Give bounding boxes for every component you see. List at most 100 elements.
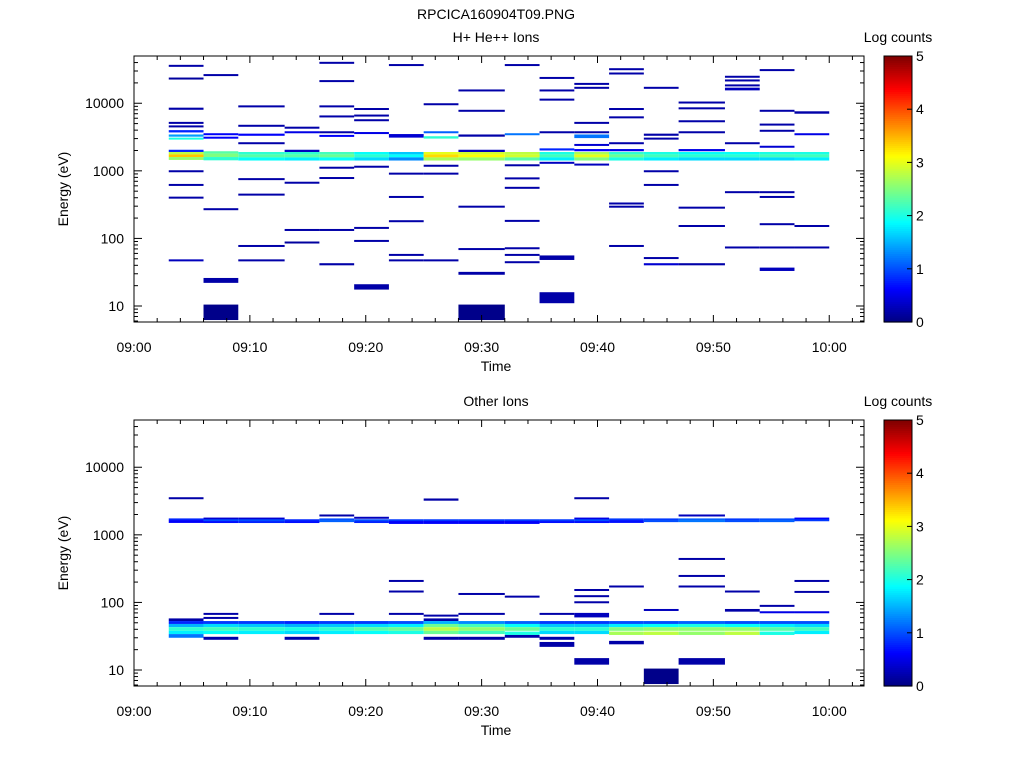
heatmap-cell [759,518,795,521]
heatmap-cell [609,157,644,161]
heatmap-cell [504,623,540,628]
heatmap-cell [759,621,795,624]
heatmap-cell [238,630,285,635]
x-tick-label: 09:00 [116,339,151,355]
heatmap-cell [284,623,320,628]
heatmap-cell [574,517,610,520]
heatmap-cell [643,627,679,631]
heatmap-cell [388,590,424,593]
heatmap-cell [609,244,644,247]
heatmap-cell [458,271,505,275]
heatmap-cell [574,612,610,618]
heatmap-cell [203,277,239,283]
heatmap-cell [609,623,644,628]
heatmap-cell [504,186,540,189]
colorbar-frame [883,419,913,687]
heatmap-cell [319,263,355,266]
heatmap-cell [458,205,505,208]
heatmap-cell [388,172,424,175]
heatmap-cell [574,149,610,152]
heatmap-cell [539,98,575,101]
heatmap-cell [794,623,830,628]
heatmap-cell [794,630,830,635]
colorbar-tick-label: 5 [916,412,924,428]
heatmap-cell [284,228,320,231]
heatmap-cell [504,519,540,522]
heatmap-cell [168,518,204,521]
heatmap-cell [574,595,610,598]
heatmap-cell [539,519,575,522]
heatmap-cell [458,134,505,137]
heatmap-cell [759,520,795,523]
heatmap-cell [574,588,610,591]
heatmap-cell [168,196,204,199]
heatmap-cell [423,630,459,635]
heatmap-cell [759,611,795,614]
heatmap-cell [238,105,285,108]
heatmap-cell [724,590,760,593]
heatmap-cell [643,518,679,521]
heatmap-cell [319,177,355,180]
x-tick-label: 09:40 [580,703,615,719]
heatmap-cell [539,630,575,635]
heatmap-cell [609,142,644,145]
heatmap-cell [319,520,355,523]
heatmap-cell [724,608,760,612]
heatmap-cell [609,631,644,635]
heatmap-cell [203,517,239,520]
heatmap-cell [759,627,795,631]
heatmap-cell [354,226,389,229]
heatmap-cell [643,137,679,140]
heatmap-cell [794,590,830,593]
heatmap-cell [388,253,424,256]
y-axis-label: Energy (eV) [55,516,71,591]
heatmap-cell [539,623,575,628]
colorbar-tick-label: 3 [916,518,924,534]
heatmap-cell [458,623,505,628]
heatmap-cell [539,89,575,92]
heatmap-cell [423,614,459,617]
heatmap-cell [458,149,505,152]
heatmap-cell [643,154,679,158]
heatmap-cell [724,518,760,521]
colorbar-tick-label: 4 [916,101,924,117]
heatmap-cell [319,623,355,628]
colorbar-tick-label: 5 [916,48,924,64]
heatmap-cell [794,579,830,582]
heatmap-cell [574,658,610,665]
heatmap-cell [678,157,725,161]
heatmap-cell [574,630,610,635]
heatmap-cell [643,257,679,260]
heatmap-cell [724,631,760,635]
heatmap-cell [203,136,239,139]
heatmap-cell [388,621,424,624]
heatmap-cell [319,105,355,108]
heatmap-cell [609,202,644,205]
heatmap-cell [504,64,540,67]
heatmap-cell [643,520,679,523]
heatmap-cell [423,519,459,522]
heatmap-cell [504,595,540,598]
y-tick-label: 1000 [93,163,124,179]
heatmap-cell [794,154,830,158]
heatmap-cell [724,87,760,91]
heatmap-cell [284,521,320,524]
heatmap-cell [574,601,610,604]
heatmap-cell [354,630,389,635]
heatmap-cell [168,130,204,133]
heatmap-cell [539,521,575,524]
heatmap-cell [643,621,679,624]
heatmap-cell [643,86,679,89]
heatmap-cell [759,623,795,628]
heatmap-cell [284,126,320,129]
heatmap-cell [203,151,239,154]
heatmap-cell [238,244,285,247]
heatmap-cell [319,154,355,158]
heatmap-cell [794,517,830,520]
heatmap-cell [388,521,424,524]
heatmap-cell [724,520,760,523]
heatmap-cell [609,68,644,71]
heatmap-cell [724,142,760,145]
heatmap-cell [678,263,725,266]
heatmap-cell [388,157,424,161]
